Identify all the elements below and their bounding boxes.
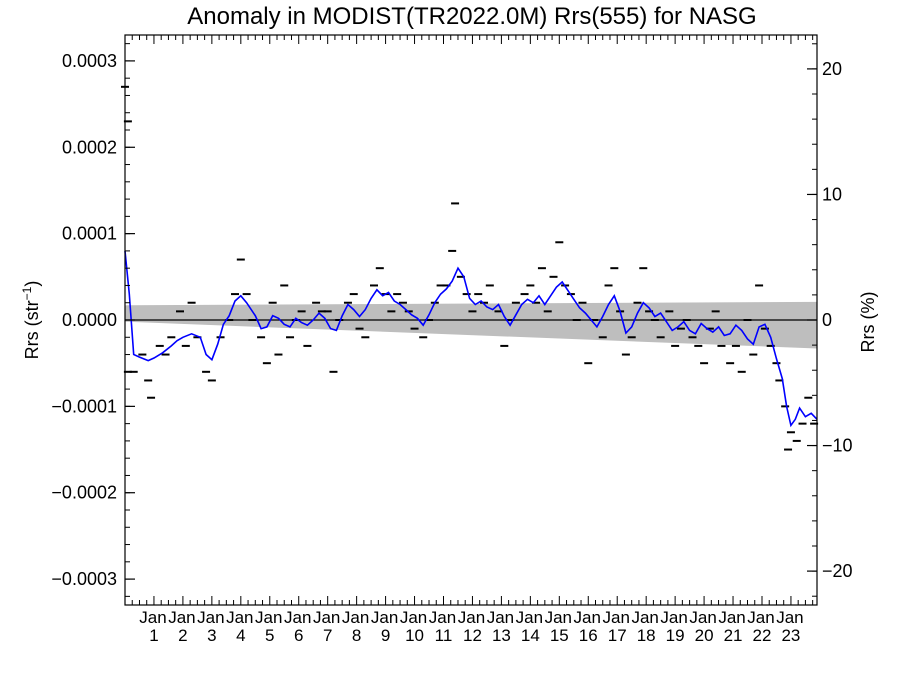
x-tick-year-label: 6 xyxy=(294,626,303,645)
left-axis-title-main: Rrs (str xyxy=(22,300,42,359)
uncertainty-band xyxy=(125,301,817,349)
right-tick-label: 10 xyxy=(822,184,842,204)
left-tick-label: −0.0002 xyxy=(51,483,117,503)
x-tick-year-label: 20 xyxy=(695,626,714,645)
x-tick-year-label: 12 xyxy=(463,626,482,645)
right-tick-label: −10 xyxy=(822,436,853,456)
x-tick-month-label: Jan xyxy=(574,608,601,627)
x-tick-month-label: Jan xyxy=(313,608,340,627)
x-tick-year-label: 14 xyxy=(521,626,540,645)
x-tick-month-label: Jan xyxy=(603,608,630,627)
right-axis-title: Rrs (%) xyxy=(858,292,878,353)
x-tick-year-label: 4 xyxy=(236,626,245,645)
x-tick-month-label: Jan xyxy=(776,608,803,627)
x-tick-month-label: Jan xyxy=(139,608,166,627)
x-tick-year-label: 15 xyxy=(550,626,569,645)
left-tick-label: −0.0003 xyxy=(51,569,117,589)
x-tick-month-label: Jan xyxy=(660,608,687,627)
x-tick-month-label: Jan xyxy=(284,608,311,627)
x-tick-month-label: Jan xyxy=(429,608,456,627)
x-tick-month-label: Jan xyxy=(400,608,427,627)
x-tick-year-label: 23 xyxy=(781,626,800,645)
right-tick-label: 0 xyxy=(822,310,832,330)
left-tick-label: 0.0002 xyxy=(62,137,117,157)
x-tick-year-label: 3 xyxy=(207,626,216,645)
x-tick-year-label: 1 xyxy=(149,626,158,645)
x-tick-year-label: 19 xyxy=(666,626,685,645)
left-tick-label: 0.0000 xyxy=(62,310,117,330)
x-tick-year-label: 5 xyxy=(265,626,274,645)
x-tick-month-label: Jan xyxy=(516,608,543,627)
x-tick-year-label: 9 xyxy=(381,626,390,645)
x-tick-year-label: 11 xyxy=(435,626,453,645)
x-tick-year-label: 2 xyxy=(178,626,187,645)
x-tick-month-label: Jan xyxy=(226,608,253,627)
x-tick-year-label: 10 xyxy=(405,626,424,645)
x-tick-year-label: 18 xyxy=(637,626,656,645)
right-axis: 20 10 0 −10 −20 xyxy=(807,43,853,597)
x-tick-month-label: Jan xyxy=(168,608,195,627)
x-tick-year-label: 17 xyxy=(608,626,627,645)
x-tick-month-label: Jan xyxy=(458,608,485,627)
x-tick-month-label: Jan xyxy=(342,608,369,627)
left-axis-title-close: ) xyxy=(22,281,42,287)
chart-title: Anomaly in MODIST(TR2022.0M) Rrs(555) fo… xyxy=(187,3,756,30)
x-tick-month-label: Jan xyxy=(747,608,774,627)
x-tick-year-label: 13 xyxy=(492,626,511,645)
left-axis-title: Rrs (str−1) xyxy=(20,281,42,360)
x-tick-year-label: 7 xyxy=(323,626,332,645)
x-tick-month-label: Jan xyxy=(371,608,398,627)
x-tick-year-label: 16 xyxy=(579,626,598,645)
x-tick-month-label: Jan xyxy=(197,608,224,627)
monthly-markers xyxy=(121,85,819,451)
x-tick-month-label: Jan xyxy=(545,608,572,627)
x-tick-month-label: Jan xyxy=(255,608,282,627)
left-tick-label: 0.0001 xyxy=(62,224,117,244)
x-axis: Jan1Jan2Jan3Jan4Jan5Jan6Jan7Jan8Jan9Jan1… xyxy=(124,35,814,645)
x-tick-year-label: 8 xyxy=(352,626,361,645)
left-axis-title-sup: −1 xyxy=(20,286,34,300)
left-tick-label: −0.0001 xyxy=(51,396,117,416)
right-tick-label: 20 xyxy=(822,59,842,79)
uncertainty-band-group xyxy=(125,301,817,349)
x-tick-year-label: 22 xyxy=(753,626,772,645)
x-tick-month-label: Jan xyxy=(631,608,658,627)
x-tick-year-label: 21 xyxy=(724,626,743,645)
x-tick-month-label: Jan xyxy=(689,608,716,627)
right-tick-label: −20 xyxy=(822,561,853,581)
x-tick-month-label: Jan xyxy=(718,608,745,627)
left-tick-label: 0.0003 xyxy=(62,51,117,71)
x-tick-month-label: Jan xyxy=(487,608,514,627)
left-axis: 0.0003 0.0002 0.0001 0.0000 −0.0001 −0.0002 −0… xyxy=(51,43,135,597)
anomaly-series-line xyxy=(124,250,818,428)
